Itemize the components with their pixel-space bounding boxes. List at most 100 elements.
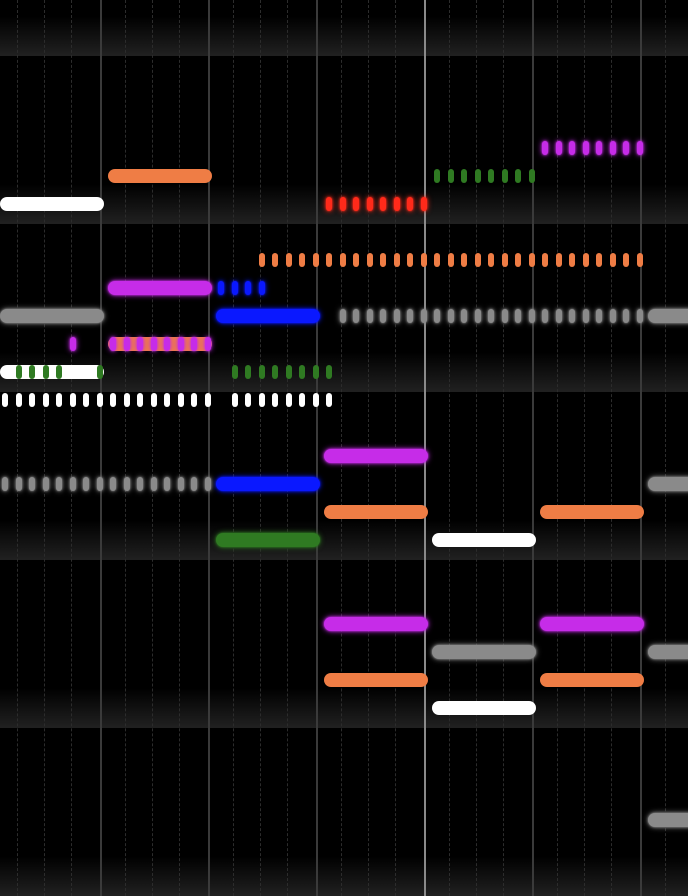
- magenta-long-note: [108, 281, 212, 295]
- magenta-tick-note: [123, 337, 130, 351]
- grey-tick-note: [501, 309, 508, 323]
- white-tick-note: [56, 393, 62, 407]
- bar-line: [208, 0, 210, 896]
- white-tick-note: [204, 393, 211, 407]
- magenta-tick-note: [609, 141, 616, 155]
- white-long-note: [432, 701, 536, 715]
- orange-tick-note: [488, 253, 494, 267]
- green-tick-note: [515, 169, 521, 183]
- grey-tick-note: [623, 309, 629, 323]
- lane-shade: [0, 352, 688, 392]
- beat-line: [17, 0, 18, 896]
- grey-tick-note: [528, 309, 535, 323]
- orange-tick-note: [636, 253, 643, 267]
- grey-tick-note: [29, 477, 35, 491]
- white-tick-note: [231, 393, 238, 407]
- orange-tick-note: [366, 253, 373, 267]
- blue-tick-note: [218, 281, 224, 295]
- grey-tick-note: [461, 309, 467, 323]
- white-tick-note: [69, 393, 76, 407]
- white-tick-note: [245, 393, 251, 407]
- lane-shade: [0, 856, 688, 896]
- orange-tick-note: [380, 253, 386, 267]
- orange-tick-note: [461, 253, 467, 267]
- orange-tick-note: [582, 253, 589, 267]
- grey-tick-note: [636, 309, 643, 323]
- green-tick-note: [447, 169, 454, 183]
- beat-line: [584, 0, 585, 896]
- red-tick-note: [380, 197, 386, 211]
- magenta-tick-note: [177, 337, 184, 351]
- red-tick-note: [353, 197, 359, 211]
- grey-tick-note: [488, 309, 494, 323]
- orange-long-note: [324, 673, 428, 687]
- beat-line: [557, 0, 558, 896]
- blue-tick-note: [231, 281, 238, 295]
- magenta-tick-note: [555, 141, 562, 155]
- orange-tick-note: [339, 253, 346, 267]
- magenta-tick-note: [623, 141, 629, 155]
- red-tick-note: [393, 197, 400, 211]
- orange-tick-note: [474, 253, 481, 267]
- grey-tick-note: [96, 477, 103, 491]
- green-long-note: [216, 533, 320, 547]
- orange-tick-note: [596, 253, 602, 267]
- orange-tick-note: [555, 253, 562, 267]
- grey-tick-note: [407, 309, 413, 323]
- green-tick-note: [42, 365, 49, 379]
- grey-tick-note: [15, 477, 22, 491]
- red-tick-note: [326, 197, 332, 211]
- grey-long-note: [648, 813, 688, 827]
- beat-line: [395, 0, 396, 896]
- orange-tick-note: [407, 253, 413, 267]
- grey-tick-note: [56, 477, 62, 491]
- grey-long-note: [648, 477, 688, 491]
- grey-tick-note: [420, 309, 427, 323]
- green-tick-note: [501, 169, 508, 183]
- beat-line: [476, 0, 477, 896]
- orange-tick-note: [285, 253, 292, 267]
- white-tick-note: [150, 393, 157, 407]
- orange-tick-note: [299, 253, 305, 267]
- grey-tick-note: [393, 309, 400, 323]
- red-tick-note: [339, 197, 346, 211]
- white-long-note: [432, 533, 536, 547]
- orange-tick-note: [353, 253, 359, 267]
- grey-long-note: [648, 309, 688, 323]
- white-tick-note: [326, 393, 332, 407]
- beat-line: [341, 0, 342, 896]
- grey-tick-note: [380, 309, 386, 323]
- white-tick-note: [258, 393, 265, 407]
- orange-tick-note: [393, 253, 400, 267]
- beat-line: [44, 0, 45, 896]
- white-tick-note: [285, 393, 292, 407]
- orange-long-note: [540, 673, 644, 687]
- grey-long-note: [648, 645, 688, 659]
- magenta-long-note: [540, 617, 644, 631]
- green-tick-note: [474, 169, 481, 183]
- green-tick-note: [528, 169, 535, 183]
- beat-line: [233, 0, 234, 896]
- magenta-long-note: [324, 617, 428, 631]
- green-tick-note: [245, 365, 251, 379]
- green-tick-note: [56, 365, 62, 379]
- magenta-tick-note: [164, 337, 170, 351]
- magenta-tick-note: [636, 141, 643, 155]
- magenta-tick-note: [582, 141, 589, 155]
- magenta-tick-note: [150, 337, 157, 351]
- grey-tick-note: [474, 309, 481, 323]
- green-tick-note: [461, 169, 467, 183]
- green-tick-note: [326, 365, 332, 379]
- white-tick-note: [312, 393, 319, 407]
- white-tick-note: [164, 393, 170, 407]
- beat-line: [503, 0, 504, 896]
- orange-long-note: [108, 169, 212, 183]
- grey-tick-note: [515, 309, 521, 323]
- beat-line: [611, 0, 612, 896]
- grey-long-note: [432, 645, 536, 659]
- grey-tick-note: [542, 309, 548, 323]
- green-tick-note: [285, 365, 292, 379]
- green-tick-note: [488, 169, 494, 183]
- magenta-long-note: [324, 449, 428, 463]
- beat-line: [125, 0, 126, 896]
